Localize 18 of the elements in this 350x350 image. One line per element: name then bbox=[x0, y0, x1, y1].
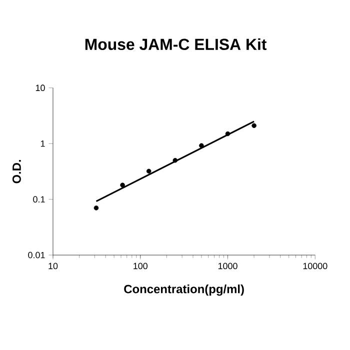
y-tick-label: 0.01 bbox=[28, 252, 45, 258]
point bbox=[172, 158, 178, 163]
y-tick-label: 10 bbox=[36, 84, 45, 92]
x-tick-label: 10000 bbox=[303, 262, 328, 270]
x-axis-title: Concentration(pg/ml) bbox=[124, 284, 244, 296]
y-tick-label: 0.1 bbox=[33, 196, 45, 203]
y-axis-title: O.D. bbox=[12, 160, 21, 184]
point bbox=[94, 206, 99, 210]
point bbox=[252, 123, 256, 128]
chart-title: Mouse JAM-C ELISA Kit bbox=[85, 38, 267, 50]
point bbox=[146, 168, 152, 174]
point bbox=[225, 131, 230, 136]
y-tick-label: 1 bbox=[40, 140, 45, 147]
point bbox=[120, 182, 125, 188]
x-tick-label: 100 bbox=[134, 262, 148, 270]
point bbox=[199, 143, 204, 148]
x-tick-label: 1000 bbox=[218, 262, 238, 270]
x-tick-label: 10 bbox=[48, 262, 58, 270]
